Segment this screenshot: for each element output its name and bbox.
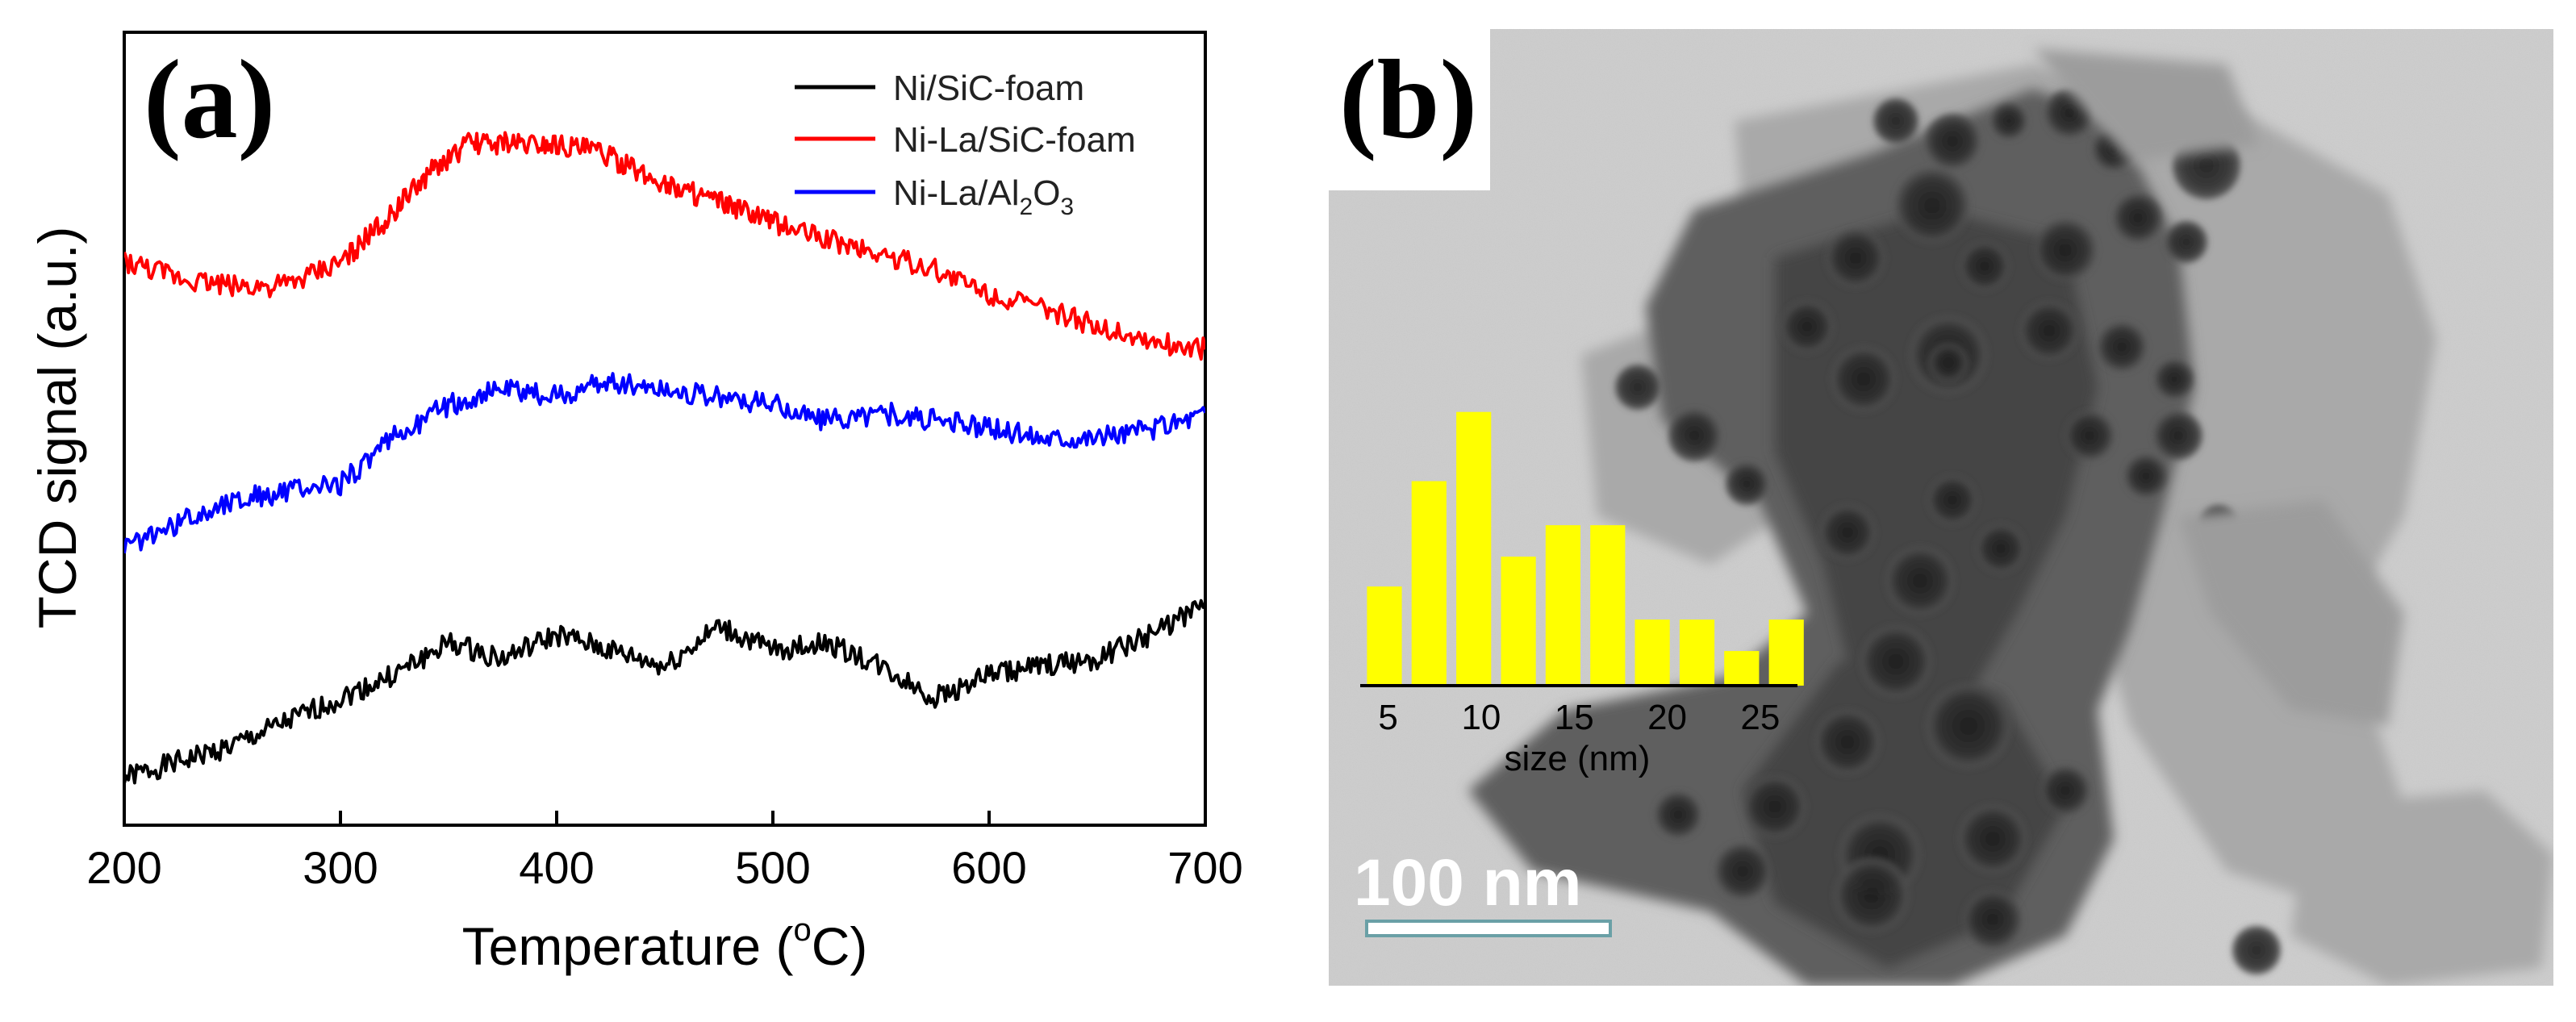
nanoparticle	[1960, 242, 2009, 290]
inset-x-tick-label: 15	[1555, 698, 1594, 737]
inset-x-tick-label: 10	[1461, 698, 1501, 737]
x-tick-label: 700	[1167, 842, 1242, 893]
nanoparticle	[1925, 114, 1980, 169]
panel-b-tem-image: (b) 5 10 15 20 25 size (nm) 100 nm	[1329, 29, 2553, 986]
nanoparticle	[1927, 684, 2010, 768]
legend-label-nila-al2o3: Ni-La/Al2O3	[893, 173, 1074, 220]
inset-bars	[1367, 411, 1804, 686]
scale-bar-line	[1365, 920, 1612, 937]
inset-x-title: size (nm)	[1505, 739, 1651, 778]
x-axis-ticks: 200 300 400 500 600 700	[86, 811, 1243, 893]
tem-micrograph	[1329, 29, 2553, 986]
legend: Ni/SiC-foam Ni-La/SiC-foam Ni-La/Al2O3	[795, 69, 1136, 220]
inset-bar-9	[1768, 619, 1804, 686]
nanoparticle	[1977, 524, 2025, 573]
nanoparticle	[1991, 103, 2027, 139]
inset-bar-3	[1501, 557, 1536, 686]
inset-x-ticks: 5 10 15 20 25	[1378, 698, 1780, 737]
panel-a-line-chart: (a) 200 300 400 500 600 700 Ni/SiC-foam Ni-La…	[27, 31, 1243, 976]
nanoparticle	[2098, 323, 2146, 371]
nanoparticle	[2125, 455, 2167, 497]
nanoparticle	[1928, 476, 1977, 524]
legend-label-ni-sic: Ni/SiC-foam	[893, 69, 1084, 108]
nanoparticle	[1827, 229, 1885, 287]
nanoparticle	[1815, 710, 1880, 774]
nanoparticle	[1615, 365, 1660, 410]
inset-x-tick-label: 5	[1378, 698, 1397, 737]
x-tick-label: 400	[519, 842, 594, 893]
nanoparticle	[1820, 505, 1875, 560]
label-background	[1329, 29, 1490, 190]
inset-histogram: 5 10 15 20 25 size (nm)	[1360, 411, 1804, 778]
legend-label-nila-sic: Ni-La/SiC-foam	[893, 120, 1136, 160]
series-lines	[124, 131, 1205, 785]
nanoparticle	[2065, 411, 2114, 460]
inset-bar-7	[1679, 619, 1715, 686]
nanoparticle	[1895, 169, 1969, 243]
x-tick-label: 300	[303, 842, 378, 893]
x-tick-label: 200	[86, 842, 161, 893]
nanoparticle	[1964, 891, 2022, 949]
series-line-2	[124, 372, 1205, 554]
panel-a-label: (a)	[144, 37, 275, 162]
nanoparticle	[1715, 844, 1770, 899]
nanoparticle	[1873, 98, 1918, 144]
nanoparticle	[1744, 776, 1806, 837]
x-axis-title: Temperature (oC)	[462, 912, 868, 976]
nanoparticle	[1668, 410, 1720, 461]
y-axis-title: TCD signal (a.u.)	[27, 227, 87, 629]
nanoparticle	[2165, 221, 2207, 263]
nanoparticle	[2114, 194, 2162, 242]
nanoparticle	[2232, 926, 2281, 974]
inset-bar-1	[1411, 481, 1447, 686]
nanoparticle	[1929, 344, 1968, 382]
nanoparticle	[1835, 858, 1909, 932]
x-tick-label: 600	[951, 842, 1026, 893]
inset-bar-5	[1590, 525, 1626, 686]
nanoparticle	[2154, 411, 2202, 460]
panel-b-label: (b)	[1339, 37, 1477, 162]
inset-x-tick-label: 20	[1647, 698, 1687, 737]
nanoparticle	[2041, 766, 2090, 815]
inset-bar-8	[1724, 651, 1760, 686]
nanoparticle	[2020, 302, 2078, 360]
series-line-0	[124, 599, 1205, 785]
nanoparticle	[1860, 626, 1931, 697]
nanoparticle	[1655, 792, 1701, 837]
nanoparticle	[1726, 463, 1768, 505]
nanoparticle	[2035, 219, 2096, 281]
inset-bar-0	[1367, 586, 1402, 686]
inset-bar-4	[1545, 525, 1580, 686]
scale-bar-label: 100 nm	[1354, 846, 1582, 920]
inset-bar-2	[1456, 411, 1492, 686]
nanoparticle	[1886, 547, 1954, 615]
nanoparticle	[1781, 301, 1833, 352]
x-tick-label: 500	[735, 842, 810, 893]
series-line-1	[124, 131, 1205, 361]
nanoparticle	[1959, 805, 2027, 873]
inset-bar-6	[1635, 619, 1670, 686]
scale-bar: 100 nm	[1354, 846, 1612, 937]
inset-x-tick-label: 25	[1740, 698, 1780, 737]
nanoparticle	[1831, 347, 1896, 411]
nanoparticles	[1615, 89, 2281, 974]
plot-frame	[123, 31, 1207, 827]
nanoparticle	[2155, 360, 2194, 398]
